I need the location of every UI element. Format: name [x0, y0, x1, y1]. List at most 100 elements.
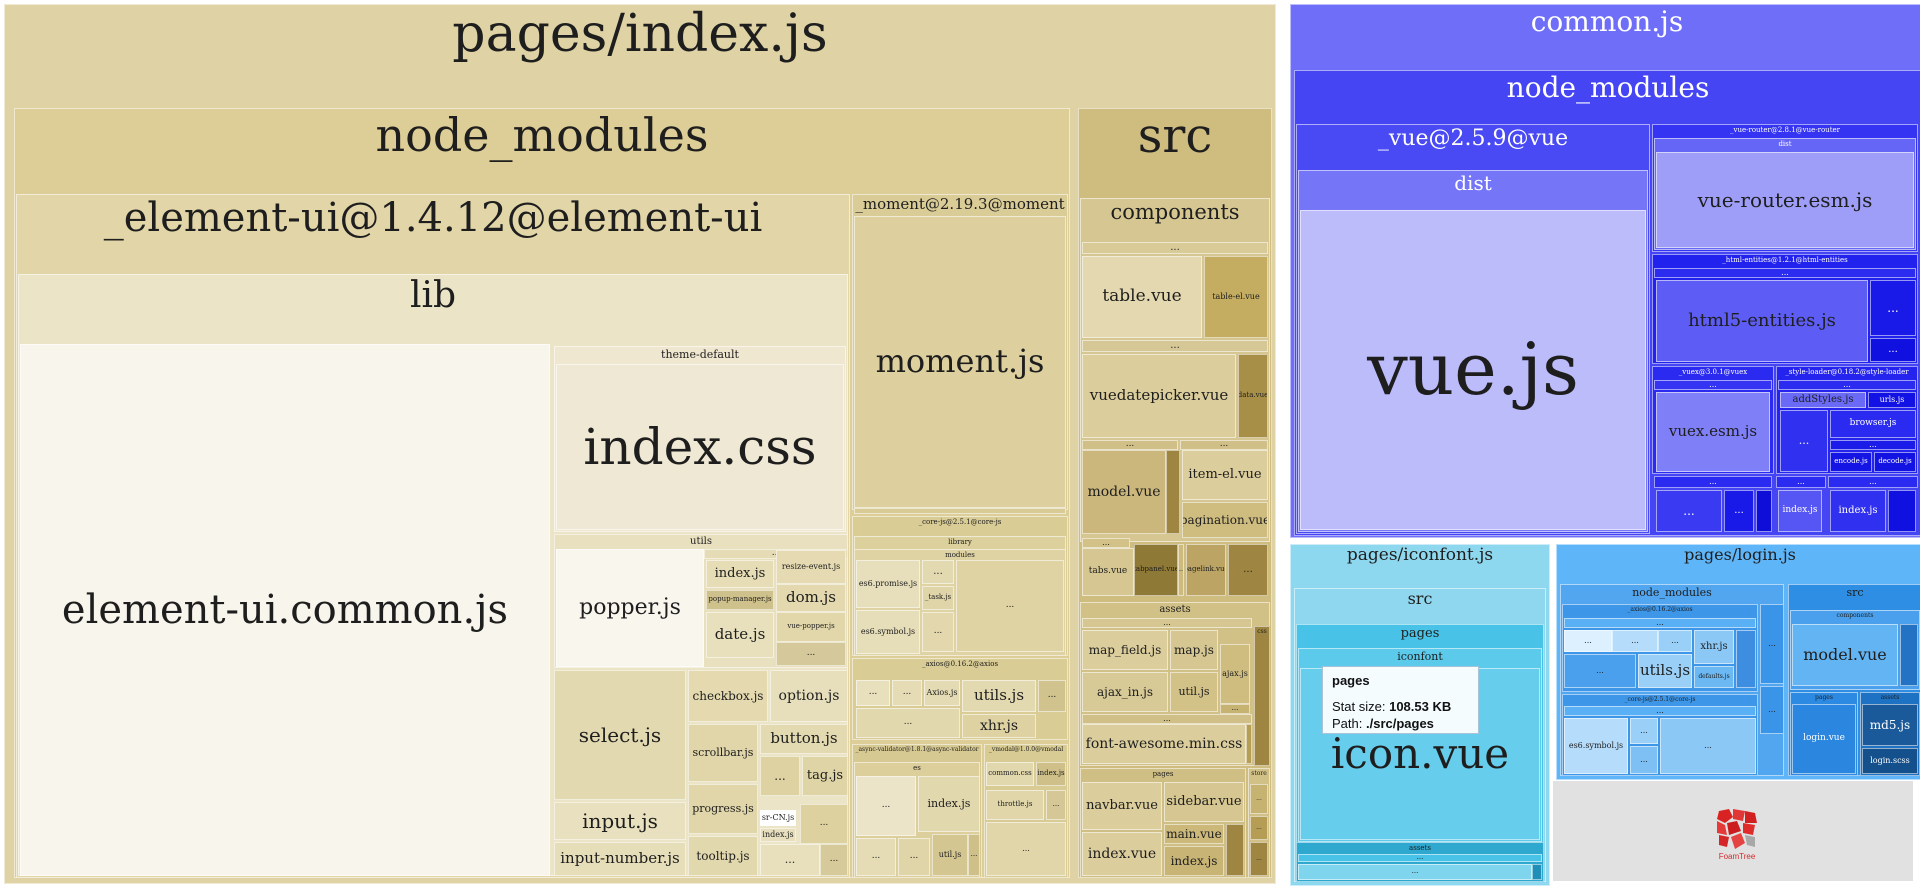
treemap-tile[interactable]: ... [1038, 680, 1066, 712]
treemap-tile[interactable] [1532, 864, 1542, 880]
treemap-tile[interactable]: ajax.js [1220, 644, 1250, 704]
treemap-tile[interactable]: ... [1082, 714, 1252, 724]
treemap-tile[interactable]: es6.promise.js [856, 560, 920, 608]
treemap-tile[interactable]: ... [1654, 268, 1916, 278]
treemap-tile[interactable]: dom.js [776, 584, 846, 612]
treemap-tile[interactable]: ... [856, 776, 916, 836]
treemap-tile[interactable]: ... [898, 838, 930, 876]
treemap-tile[interactable]: ... [1564, 654, 1636, 688]
treemap-tile[interactable]: index.css [556, 364, 844, 530]
treemap-tile[interactable]: ... [856, 708, 960, 738]
treemap-tile[interactable]: vuex.esm.js [1656, 392, 1770, 472]
treemap-tile[interactable]: tabpanel.vue [1134, 544, 1178, 596]
treemap-tile[interactable]: ... [1180, 440, 1268, 450]
treemap-tile[interactable]: es6.symbol.js [1564, 718, 1628, 774]
treemap-tile[interactable]: ... [1630, 746, 1658, 774]
treemap-tile[interactable]: ... [1870, 280, 1916, 336]
treemap-tile[interactable]: resize-event.js [776, 550, 846, 584]
treemap-tile[interactable] [854, 508, 1066, 514]
treemap-tile[interactable]: ... [1564, 618, 1756, 628]
treemap-tile[interactable]: defaults.js [1694, 666, 1734, 688]
treemap-tile[interactable]: ... [1178, 544, 1184, 596]
treemap-tile[interactable]: utils.js [1638, 654, 1692, 688]
treemap-tile[interactable]: ... [1612, 630, 1658, 652]
treemap-tile[interactable]: font-awesome.min.css [1082, 724, 1246, 764]
treemap-tile[interactable]: ... [1780, 410, 1828, 472]
treemap-tile[interactable]: navbar.vue [1082, 782, 1162, 830]
treemap-tile[interactable]: item-el.vue [1182, 450, 1268, 500]
treemap-tile[interactable]: xhr.js [1694, 630, 1734, 664]
treemap-tile[interactable]: scrollbar.js [688, 724, 758, 782]
treemap-tile[interactable] [1736, 630, 1756, 688]
treemap-tile[interactable]: urls.js [1868, 392, 1916, 408]
treemap-tile[interactable]: ... [1724, 490, 1754, 532]
treemap-tile[interactable]: popup-manager.js [706, 590, 774, 610]
treemap-tile[interactable]: ... [1660, 718, 1756, 774]
treemap-tile[interactable]: ajax_in.js [1082, 672, 1168, 712]
treemap-tile[interactable]: ... [922, 612, 954, 652]
treemap-tile[interactable]: input-number.js [554, 842, 686, 876]
treemap-tile[interactable]: ... [922, 560, 954, 584]
treemap-tile[interactable]: ... [1298, 864, 1532, 880]
treemap-tile[interactable]: moment.js [854, 216, 1066, 508]
treemap-tile[interactable]: md5.js [1862, 704, 1918, 746]
treemap-tile[interactable]: ... [856, 838, 896, 876]
treemap-tile[interactable]: ... [1870, 338, 1916, 362]
treemap-tile[interactable]: ... [1778, 380, 1916, 390]
treemap-tile[interactable]: vue.js [1300, 210, 1646, 530]
treemap-tile[interactable]: index.js [1830, 490, 1886, 532]
treemap-tile[interactable]: pagination.vue [1182, 502, 1268, 538]
treemap-tile[interactable]: login.vue [1792, 704, 1856, 774]
treemap-tile[interactable] [1900, 624, 1918, 686]
treemap-tile[interactable]: sr-CN.js [760, 810, 796, 826]
treemap-tile[interactable]: encode.js [1830, 452, 1872, 472]
treemap-tile[interactable]: ... [1658, 630, 1692, 652]
treemap-tile[interactable]: ... [1630, 718, 1658, 744]
treemap-tile[interactable]: main.vue [1164, 824, 1224, 844]
treemap-tile[interactable]: ... [1082, 340, 1268, 352]
treemap-tile[interactable]: ... [956, 560, 1064, 652]
treemap-tile[interactable]: table-el.vue [1204, 256, 1268, 338]
treemap-tile[interactable]: common.css [986, 762, 1034, 786]
treemap-tile[interactable] [1756, 490, 1772, 532]
treemap-tile[interactable] [1246, 724, 1252, 764]
treemap-tile[interactable]: index.js [918, 776, 980, 832]
treemap-tile[interactable]: es6.symbol.js [856, 610, 920, 654]
treemap-tile[interactable]: ... [1830, 440, 1916, 450]
treemap-tile[interactable]: xhr.js [962, 714, 1036, 738]
treemap-tile[interactable]: option.js [770, 670, 848, 722]
treemap-tile[interactable]: map.js [1170, 630, 1218, 670]
treemap-tile[interactable]: ... [968, 834, 980, 876]
treemap-tile[interactable]: util.js [1170, 672, 1218, 712]
treemap-tile[interactable]: ... [1654, 380, 1772, 390]
treemap-tile[interactable]: ... [760, 756, 800, 796]
treemap-tile[interactable]: _task.js [922, 586, 954, 610]
treemap-tile[interactable]: ... [1228, 544, 1268, 596]
treemap-tile[interactable]: addStyles.js [1780, 392, 1866, 408]
treemap-tile[interactable]: ... [1250, 842, 1268, 876]
treemap-tile[interactable]: ... [986, 822, 1066, 876]
treemap-tile[interactable]: ... [1776, 476, 1826, 488]
treemap-tile[interactable]: throttle.js [986, 790, 1044, 820]
treemap-tile[interactable]: data.vue [1238, 354, 1268, 438]
treemap-tile[interactable]: ... [1760, 604, 1784, 684]
treemap-tile[interactable]: ... [892, 680, 922, 706]
treemap-tile[interactable]: pagelink.vue [1186, 544, 1226, 596]
treemap-tile[interactable]: index.js [706, 560, 774, 588]
treemap-tile[interactable]: ... [1654, 476, 1772, 488]
treemap-tile[interactable]: tag.js [802, 756, 848, 796]
treemap-tile[interactable]: ... [1298, 854, 1542, 862]
treemap-tile[interactable]: progress.js [688, 784, 758, 834]
treemap-tile[interactable]: model.vue [1792, 624, 1898, 686]
treemap-tile[interactable]: ... [1828, 476, 1918, 488]
treemap-tile[interactable]: button.js [760, 724, 848, 754]
treemap-tile[interactable]: tooltip.js [688, 836, 758, 876]
foamtree-logo[interactable]: FoamTree [1715, 807, 1759, 861]
treemap-tile[interactable]: utils.js [962, 680, 1036, 712]
treemap-tile[interactable]: ... [1046, 790, 1066, 820]
treemap-tile[interactable]: index.js [760, 828, 796, 842]
treemap-tile[interactable] [1166, 450, 1180, 534]
treemap-tile[interactable]: index.js [1164, 846, 1224, 876]
treemap-tile[interactable]: index.js [1036, 762, 1066, 786]
